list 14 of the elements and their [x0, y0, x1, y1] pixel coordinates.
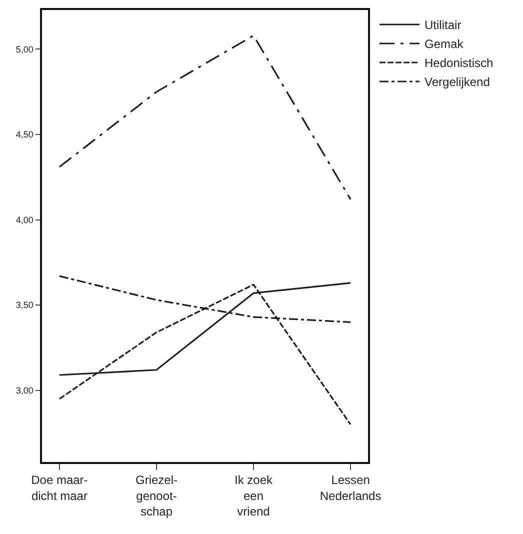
y-tick-label: 3,50	[16, 300, 34, 310]
x-tick-label: Lessen Nederlands	[320, 473, 382, 503]
x-tick-label: Doe maar- dicht maar	[31, 473, 88, 503]
y-tick-label: 4,50	[16, 130, 34, 140]
legend-label: Vergelijkend	[424, 75, 490, 90]
line-series	[58, 34, 352, 200]
x-tick-label: Ik zoek een vriend	[234, 473, 274, 518]
y-tick-label: 4,00	[16, 214, 34, 225]
legend-label: Gemak	[424, 37, 464, 52]
y-tick-label: 3,00	[16, 386, 34, 396]
x-tick-label: Griezel- genoot- schap	[135, 473, 178, 518]
legend-label: Utilitair	[424, 18, 462, 32]
y-tick-label: 5,00	[16, 44, 34, 54]
legend-label: Hedonistisch	[424, 56, 494, 70]
